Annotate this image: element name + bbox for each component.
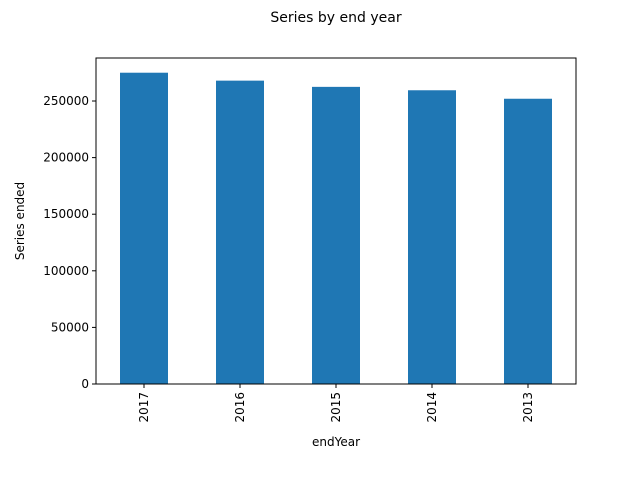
y-tick-label: 50000	[51, 320, 89, 334]
y-axis: 0 50000 100000 150000 200000 250000	[43, 94, 96, 391]
bar-2013	[504, 98, 552, 384]
y-tick-label: 100000	[43, 264, 89, 278]
x-axis-label: endYear	[312, 435, 360, 449]
bar-2017	[120, 72, 168, 385]
y-tick-label: 0	[81, 377, 89, 391]
x-tick-label: 2016	[233, 392, 247, 423]
x-tick-label: 2017	[137, 392, 151, 423]
bar-2015	[312, 86, 360, 384]
chart-title: Series by end year	[270, 10, 401, 26]
y-tick-label: 150000	[43, 207, 89, 221]
x-axis: 2017 2016 2015 2014 2013	[137, 384, 535, 423]
bar-2016	[216, 80, 264, 384]
y-tick-label: 250000	[43, 94, 89, 108]
x-tick-label: 2015	[329, 392, 343, 423]
bar-2014	[408, 90, 456, 385]
bars-group	[120, 72, 552, 385]
y-axis-label: Series ended	[13, 182, 27, 260]
y-tick-label: 200000	[43, 151, 89, 165]
x-tick-label: 2014	[425, 392, 439, 423]
x-tick-label: 2013	[521, 392, 535, 423]
